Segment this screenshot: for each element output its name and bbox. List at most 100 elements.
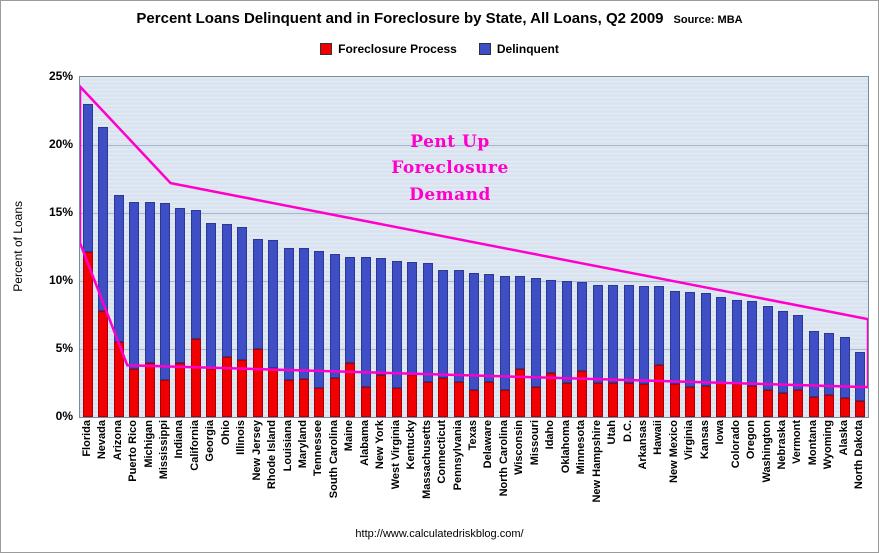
x-axis-label: Alabama — [357, 420, 372, 522]
x-axis-label: New Jersey — [249, 420, 264, 522]
bar-segment-delinquent — [345, 256, 356, 363]
x-axis-label: Arizona — [110, 420, 125, 522]
x-axis-label-text: Mississippi — [157, 420, 170, 480]
x-axis-label-text: Hawaii — [652, 420, 665, 455]
y-axis-tick-label: 0% — [55, 409, 73, 423]
bar-segment-foreclosure — [747, 385, 758, 417]
x-axis-label-text: Pennsylvania — [451, 420, 464, 491]
x-axis-label: Wisconsin — [512, 420, 527, 522]
x-axis-label-text: Iowa — [714, 420, 727, 445]
bar-segment-delinquent — [716, 297, 727, 383]
bar-segment-delinquent — [515, 275, 526, 370]
x-axis-label: Wyoming — [821, 420, 836, 522]
bar-segment-delinquent — [283, 248, 294, 381]
bar-segment-delinquent — [855, 351, 866, 401]
x-axis-label: Missouri — [527, 420, 542, 522]
bar-segment-delinquent — [824, 332, 835, 396]
bar-segment-delinquent — [484, 274, 495, 382]
bar-segment-foreclosure — [221, 357, 232, 417]
x-axis-label: North Dakota — [852, 420, 867, 522]
x-axis-label-text: Wyoming — [822, 420, 835, 470]
bar-segment-delinquent — [592, 285, 603, 383]
bar-segment-foreclosure — [700, 385, 711, 417]
bar-segment-foreclosure — [329, 377, 340, 417]
x-axis-label: Texas — [465, 420, 480, 522]
bar-segment-foreclosure — [685, 387, 696, 417]
bar-segment-foreclosure — [638, 384, 649, 417]
x-axis-label: Montana — [805, 420, 820, 522]
bar-segment-delinquent — [685, 291, 696, 388]
x-axis-label: South Carolina — [326, 420, 341, 522]
x-axis-label: Michigan — [141, 420, 156, 522]
y-axis-tick-label: 5% — [55, 341, 73, 355]
x-axis-label: Rhode Island — [264, 420, 279, 522]
bar-segment-delinquent — [546, 279, 557, 374]
x-axis-label: Utah — [604, 420, 619, 522]
x-axis-label-text: North Carolina — [497, 420, 510, 497]
bar-segment-delinquent — [731, 300, 742, 385]
x-axis-label-text: Michigan — [142, 420, 155, 468]
x-axis-label-text: Ohio — [219, 420, 232, 446]
bar-segment-delinquent — [438, 270, 449, 378]
x-axis-label-text: Florida — [80, 420, 93, 457]
x-axis-label-text: Minnesota — [575, 420, 588, 475]
bar-segment-foreclosure — [98, 310, 109, 417]
y-axis-tick-label: 20% — [48, 137, 73, 151]
x-axis-label: Oklahoma — [558, 420, 573, 522]
x-axis-label-text: Maine — [343, 420, 356, 452]
bar-segment-delinquent — [407, 261, 418, 375]
bar-segment-foreclosure — [283, 380, 294, 417]
bar-segment-delinquent — [113, 195, 124, 343]
bar-segment-foreclosure — [530, 387, 541, 417]
y-axis-tick-label: 10% — [48, 273, 73, 287]
bar-segment-foreclosure — [159, 380, 170, 417]
x-axis-label: Delaware — [481, 420, 496, 522]
bar-segment-foreclosure — [824, 395, 835, 417]
bar-segment-foreclosure — [129, 369, 140, 417]
x-axis-label: North Carolina — [496, 420, 511, 522]
legend-swatch-foreclosure — [320, 43, 333, 55]
x-axis-label-text: Rhode Island — [266, 420, 279, 490]
bar-segment-delinquent — [237, 226, 248, 360]
x-axis-label: Alaska — [836, 420, 851, 522]
bar-segment-foreclosure — [561, 383, 572, 417]
x-axis-label: Pennsylvania — [450, 420, 465, 522]
bar-segment-delinquent — [299, 248, 310, 379]
annotation-line: Foreclosure — [391, 158, 509, 179]
x-axis-label-text: Kentucky — [405, 420, 418, 470]
x-axis-label-text: Vermont — [791, 420, 804, 465]
x-axis-label-text: Connecticut — [436, 420, 449, 484]
bar-segment-delinquent — [499, 275, 510, 390]
legend: Foreclosure Process Delinquent — [1, 42, 878, 56]
y-axis-title-wrap: Percent of Loans — [7, 76, 29, 416]
x-axis-label: Mississippi — [156, 420, 171, 522]
bar-segment-delinquent — [654, 286, 665, 366]
bar-segment-foreclosure — [778, 392, 789, 417]
x-axis-label-text: North Dakota — [853, 420, 866, 490]
bar-segment-foreclosure — [438, 377, 449, 417]
y-axis-tick-label: 25% — [48, 69, 73, 83]
x-axis-label-text: Delaware — [482, 420, 495, 469]
x-axis-label-text: Missouri — [528, 420, 541, 466]
chart-source: Source: MBA — [673, 14, 743, 26]
chart-title: Percent Loans Delinquent and in Foreclos… — [136, 10, 664, 27]
bar-segment-delinquent — [530, 278, 541, 388]
bar-segment-foreclosure — [175, 362, 186, 417]
bar-segment-delinquent — [638, 286, 649, 385]
bar-segment-delinquent — [175, 207, 186, 363]
x-axis-label: Kansas — [697, 420, 712, 522]
bar-segment-delinquent — [360, 256, 371, 388]
plot-area: Pent Up Foreclosure Demand — [79, 76, 869, 418]
bar-segment-delinquent — [762, 305, 773, 390]
x-axis-label-text: Oklahoma — [559, 420, 572, 474]
bar-segment-foreclosure — [407, 374, 418, 417]
bar-segment-delinquent — [608, 285, 619, 383]
x-axis-label: Virginia — [682, 420, 697, 522]
x-axis-label-text: California — [188, 420, 201, 471]
bar-segment-foreclosure — [546, 373, 557, 417]
x-axis-label-text: Nevada — [96, 420, 109, 460]
bar-segment-foreclosure — [345, 362, 356, 417]
bar-segment-foreclosure — [731, 384, 742, 417]
x-axis-label-text: Wisconsin — [513, 420, 526, 475]
x-axis-label-text: Alabama — [358, 420, 371, 466]
